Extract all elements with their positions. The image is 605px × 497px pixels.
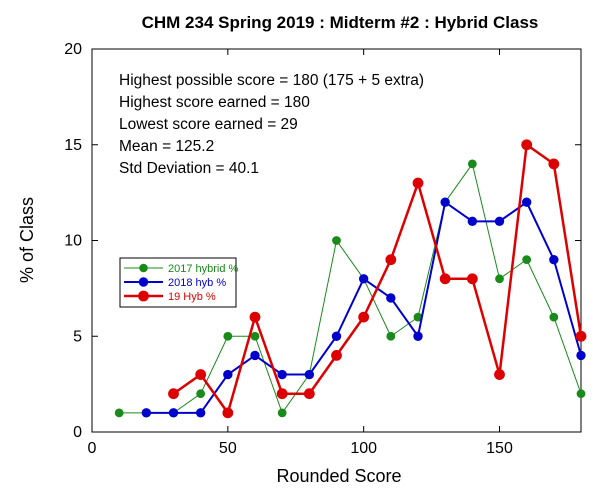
stats-line-mean: Mean = 125.2 <box>119 138 214 155</box>
y-axis-tick-label: 10 <box>64 233 82 250</box>
legend: 2017 hybrid % 2018 hyb % 19 Hyb % <box>119 257 239 308</box>
series-layer <box>114 139 587 419</box>
data-point <box>114 408 124 418</box>
data-point <box>331 350 342 361</box>
data-point <box>195 369 207 380</box>
stats-line-highest-possible: Highest possible score = 180 (175 + 5 ex… <box>119 72 424 89</box>
stats-line-std-deviation: Std Deviation = 40.1 <box>119 160 259 177</box>
data-point <box>304 369 315 380</box>
data-point <box>413 331 423 341</box>
data-point <box>385 254 397 266</box>
data-point <box>413 312 423 322</box>
x-axis-tick-label: 150 <box>486 440 513 457</box>
data-point <box>494 216 505 227</box>
legend-marker-2018 <box>138 277 149 287</box>
data-point <box>576 350 586 361</box>
x-axis-tick-label: 50 <box>219 440 237 457</box>
x-axis-tick-label: 100 <box>350 440 377 457</box>
series-line <box>172 143 583 415</box>
plot-area: 0 50 100 150 0 5 10 15 20 <box>64 41 587 457</box>
legend-marker-2019 <box>138 290 149 302</box>
data-point <box>223 331 233 341</box>
y-axis-ticks: 0 5 10 15 20 <box>64 41 581 441</box>
data-point <box>495 274 504 284</box>
data-point <box>223 369 233 380</box>
data-point <box>168 408 179 418</box>
data-point <box>521 139 533 151</box>
data-point <box>141 408 152 418</box>
data-point <box>277 369 287 380</box>
data-point <box>332 236 341 245</box>
legend-marker-2017 <box>139 263 148 273</box>
data-point <box>548 158 560 170</box>
data-point <box>575 330 587 342</box>
data-point <box>386 293 396 303</box>
data-point <box>195 408 206 418</box>
y-axis-label: % of Class <box>17 197 37 283</box>
data-point <box>467 159 477 169</box>
data-point <box>576 389 586 399</box>
y-axis-tick-label: 20 <box>64 41 82 58</box>
data-point <box>440 197 450 207</box>
y-axis-tick-label: 15 <box>64 137 82 154</box>
data-point <box>549 254 559 265</box>
data-point <box>303 388 315 400</box>
data-point <box>276 388 288 400</box>
legend-label-2019: 19 Hyb % <box>168 291 216 303</box>
data-point <box>466 273 478 285</box>
legend-label-2018: 2018 hyb % <box>168 277 226 289</box>
data-point <box>549 312 559 322</box>
data-point <box>467 216 478 227</box>
legend-label-2017: 2017 hybrid % <box>168 263 239 275</box>
data-point <box>412 177 424 189</box>
x-axis-ticks: 0 50 100 150 <box>88 49 513 457</box>
data-point <box>249 311 261 323</box>
data-point <box>358 274 369 284</box>
stats-annotation: Highest possible score = 180 (175 + 5 ex… <box>119 72 424 177</box>
x-axis-label: Rounded Score <box>276 466 401 486</box>
data-point <box>250 331 260 341</box>
data-point <box>277 408 287 418</box>
stats-line-highest-earned: Highest score earned = 180 <box>119 94 310 111</box>
data-point <box>358 311 370 323</box>
data-point <box>521 197 532 207</box>
x-axis-tick-label: 0 <box>88 440 97 457</box>
data-point <box>222 407 234 419</box>
series-1 <box>141 197 586 418</box>
data-point <box>250 350 260 361</box>
y-axis-tick-label: 0 <box>73 424 82 441</box>
data-point <box>494 369 505 380</box>
y-axis-tick-label: 5 <box>73 328 82 345</box>
data-point <box>331 331 342 341</box>
data-point <box>168 388 179 400</box>
data-point <box>522 255 532 265</box>
series-line <box>118 163 582 414</box>
data-point <box>439 273 451 285</box>
series-2 <box>168 139 587 419</box>
chart-title: CHM 234 Spring 2019 : Midterm #2 : Hybri… <box>142 13 539 32</box>
data-point <box>196 389 206 399</box>
data-point <box>386 331 396 341</box>
stats-line-lowest-earned: Lowest score earned = 29 <box>119 116 298 133</box>
